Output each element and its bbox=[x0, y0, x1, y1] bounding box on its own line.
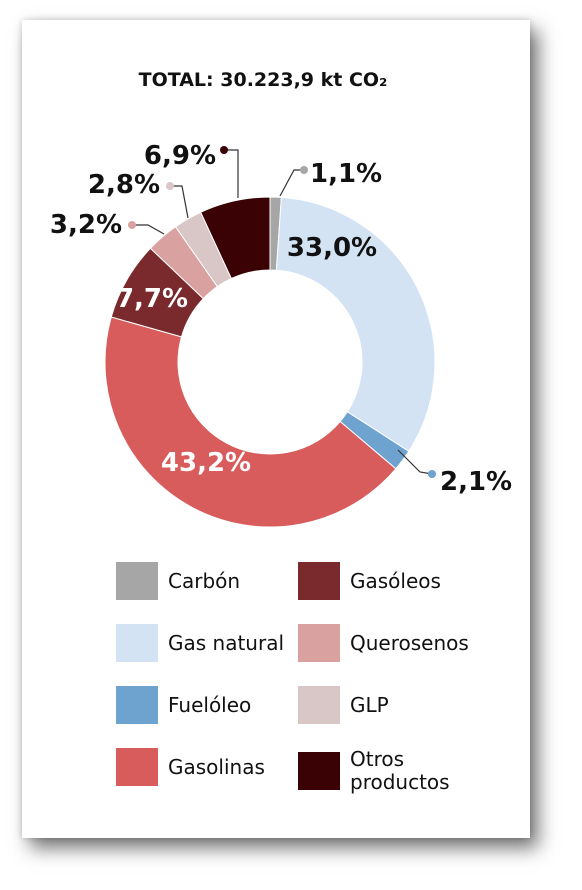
data-label-carbon: 1,1% bbox=[310, 159, 382, 189]
data-label-gas-natural: 33,0% bbox=[287, 233, 377, 263]
legend-swatch-gasolinas bbox=[116, 748, 158, 786]
legend-label-gasolinas: Gasolinas bbox=[168, 754, 265, 779]
leader-dot-glp bbox=[166, 182, 174, 190]
legend-swatch-otros-productos bbox=[298, 752, 340, 790]
slice-gasolinas bbox=[104, 316, 397, 528]
legend-swatch-glp bbox=[298, 686, 340, 724]
leader-line-glp bbox=[170, 185, 189, 219]
data-label-glp: 2,8% bbox=[88, 170, 160, 200]
legend-swatch-carbon bbox=[116, 562, 158, 600]
legend-item-gasolinas: Gasolinas bbox=[116, 748, 318, 786]
legend-item-glp: GLP bbox=[298, 686, 500, 724]
slice-gas-natural bbox=[275, 196, 436, 452]
leader-dot-fueloleo bbox=[428, 470, 436, 478]
legend-label-otros-productos: Otros productos bbox=[350, 747, 450, 794]
leader-line-carbon bbox=[279, 169, 304, 197]
legend-label-gasoleos: Gasóleos bbox=[350, 568, 441, 593]
data-label-fueloleo: 2,1% bbox=[440, 467, 512, 497]
legend-item-gasoleos: Gasóleos bbox=[298, 562, 500, 600]
donut-chart: TOTAL: 30.223,9 kt CO₂ 1,1% 33,0% 2,1% 43,2… bbox=[50, 69, 512, 528]
legend-label-glp: GLP bbox=[350, 692, 389, 717]
legend-item-querosenos: Querosenos bbox=[298, 624, 500, 662]
legend-item-gas-natural: Gas natural bbox=[116, 624, 318, 662]
slice-otros-productos bbox=[200, 196, 271, 280]
legend-item-otros-productos: Otros productos bbox=[298, 748, 500, 794]
legend-swatch-fueloleo bbox=[116, 686, 158, 724]
legend-label-querosenos: Querosenos bbox=[350, 630, 469, 655]
leader-dot-otros-productos bbox=[220, 146, 228, 154]
legend-label-carbon: Carbón bbox=[168, 568, 241, 593]
legend-item-carbon: Carbón bbox=[116, 562, 318, 600]
legend-label-gas-natural: Gas natural bbox=[168, 630, 285, 655]
chart-title: TOTAL: 30.223,9 kt CO₂ bbox=[139, 69, 388, 91]
chart-card: TOTAL: 30.223,9 kt CO₂ 1,1% 33,0% 2,1% 43,2… bbox=[22, 20, 530, 838]
leader-dot-carbon bbox=[300, 166, 308, 174]
leader-line-otros-productos bbox=[224, 149, 239, 198]
legend-swatch-querosenos bbox=[298, 624, 340, 662]
leader-line-querosenos bbox=[132, 224, 165, 235]
legend-swatch-gasoleos bbox=[298, 562, 340, 600]
data-label-querosenos: 3,2% bbox=[50, 210, 122, 240]
leader-dot-querosenos bbox=[128, 221, 136, 229]
data-label-otros-productos: 6,9% bbox=[144, 141, 216, 171]
data-label-gasoleos: 7,7% bbox=[116, 284, 188, 314]
leader-line-fueloleo bbox=[397, 449, 433, 475]
legend-label-fueloleo: Fuelóleo bbox=[168, 692, 252, 717]
data-label-gasolinas: 43,2% bbox=[161, 448, 251, 478]
legend-item-fueloleo: Fuelóleo bbox=[116, 686, 318, 724]
legend-swatch-gas-natural bbox=[116, 624, 158, 662]
